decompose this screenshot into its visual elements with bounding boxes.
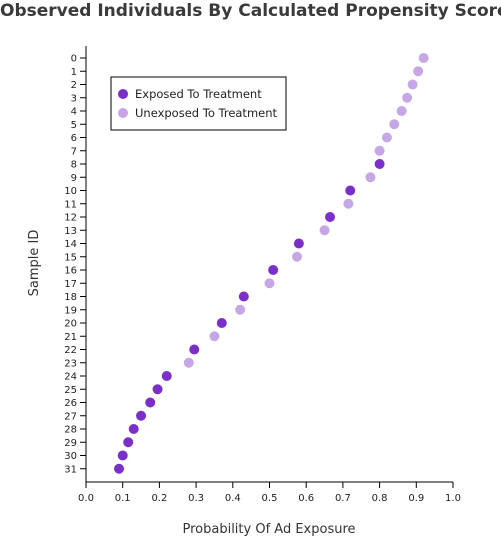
exposed-point	[114, 463, 125, 474]
y-tick-label: 27	[64, 411, 77, 422]
chart-title: Observed Individuals By Calculated Prope…	[0, 1, 501, 21]
x-tick-label: 0.7	[335, 493, 351, 504]
y-tick-label: 19	[64, 305, 77, 316]
y-tick-label: 2	[71, 80, 77, 91]
unexposed-point	[292, 251, 303, 262]
unexposed-point	[365, 172, 376, 183]
y-tick-label: 26	[64, 398, 77, 409]
unexposed-point	[209, 331, 220, 342]
unexposed-point	[343, 198, 354, 209]
unexposed-point	[374, 145, 385, 156]
unexposed-point	[319, 225, 330, 236]
y-tick-label: 31	[64, 464, 77, 475]
legend: Exposed To Treatment Unexposed To Treatm…	[110, 76, 287, 131]
exposed-point	[117, 450, 128, 461]
exposed-point	[145, 397, 156, 408]
y-tick-label: 3	[71, 93, 77, 104]
y-tick-label: 1	[71, 67, 77, 78]
y-tick-label: 13	[64, 226, 77, 237]
exposed-point	[136, 410, 147, 421]
exposed-point	[216, 318, 227, 328]
exposed-point	[123, 437, 134, 448]
y-tick-label: 10	[64, 186, 77, 197]
y-tick-label: 12	[64, 213, 77, 224]
unexposed-point	[264, 278, 275, 289]
y-axis-title: Sample ID	[27, 230, 42, 297]
y-tick-label: 18	[64, 292, 77, 303]
y-tick-label: 25	[64, 385, 77, 396]
unexposed-point	[418, 53, 429, 63]
exposed-point	[152, 384, 163, 395]
y-tick-label: 9	[71, 173, 77, 184]
legend-marker-exposed	[118, 89, 128, 99]
unexposed-point	[396, 106, 407, 116]
unexposed-point	[235, 304, 246, 315]
exposed-point	[268, 265, 279, 275]
exposed-point	[293, 238, 304, 249]
x-tick-label: 0.0	[78, 493, 94, 504]
exposed-point	[238, 291, 249, 302]
x-tick-label: 0.2	[151, 493, 167, 504]
y-tick-label: 22	[64, 345, 77, 356]
legend-label-unexposed: Unexposed To Treatment	[135, 106, 278, 120]
x-tick-label: 1.0	[445, 493, 461, 504]
exposed-point	[325, 212, 336, 222]
exposed-point	[345, 185, 356, 196]
unexposed-point	[413, 66, 424, 77]
y-tick-label: 4	[71, 107, 77, 118]
unexposed-point	[407, 79, 418, 90]
legend-label-exposed: Exposed To Treatment	[135, 87, 262, 101]
y-tick-label: 7	[71, 146, 77, 157]
exposed-point	[161, 371, 172, 381]
y-tick-label: 24	[64, 372, 77, 383]
x-tick-label: 0.4	[225, 493, 241, 504]
y-tick-label: 11	[64, 199, 77, 210]
x-tick-label: 0.1	[115, 493, 131, 504]
x-axis-title: Probability Of Ad Exposure	[182, 522, 355, 537]
y-tick-label: 8	[71, 160, 77, 171]
y-tick-label: 17	[64, 279, 77, 290]
y-tick-label: 15	[64, 252, 77, 263]
x-tick-label: 0.9	[408, 493, 424, 504]
exposed-point	[128, 424, 139, 434]
y-ticks: 0123456789101112131415161718192021222324…	[64, 54, 86, 475]
y-tick-label: 28	[64, 425, 77, 436]
exposed-point	[374, 159, 385, 169]
y-tick-label: 6	[71, 133, 77, 144]
y-tick-label: 14	[64, 239, 77, 250]
y-tick-label: 23	[64, 358, 77, 369]
x-tick-label: 0.3	[188, 493, 204, 504]
unexposed-point	[381, 132, 392, 143]
unexposed-point	[402, 92, 413, 103]
x-tick-label: 0.5	[262, 493, 278, 504]
unexposed-point	[183, 357, 194, 368]
y-tick-label: 30	[64, 451, 77, 462]
unexposed-point	[389, 119, 400, 130]
x-tick-label: 0.6	[298, 493, 314, 504]
data-points	[114, 53, 429, 474]
y-tick-label: 16	[64, 266, 77, 277]
legend-box	[110, 76, 287, 131]
y-tick-label: 20	[64, 319, 77, 330]
legend-marker-unexposed	[118, 108, 128, 118]
x-tick-label: 0.8	[372, 493, 388, 504]
y-tick-label: 5	[71, 120, 77, 131]
y-tick-label: 29	[64, 438, 77, 449]
y-tick-label: 21	[64, 332, 77, 343]
y-tick-label: 0	[71, 54, 77, 65]
exposed-point	[189, 344, 200, 355]
x-ticks: 0.0 0.1 0.2 0.3 0.4 0.5 0.6 0.7 0.8 0.9 1.0	[78, 482, 461, 504]
